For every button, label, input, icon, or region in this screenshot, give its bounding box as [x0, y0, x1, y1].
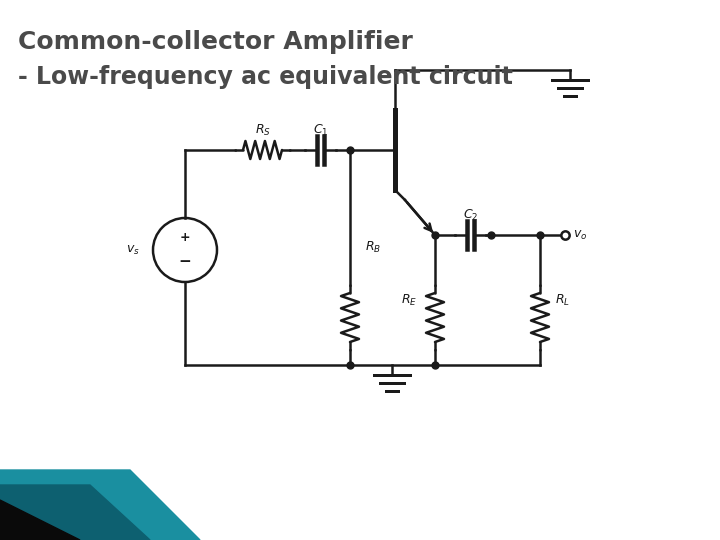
Text: $C_1$: $C_1$ — [313, 123, 329, 138]
Polygon shape — [0, 500, 80, 540]
Text: $R_S$: $R_S$ — [255, 123, 271, 138]
Text: +: + — [180, 231, 190, 244]
Text: $R_E$: $R_E$ — [401, 293, 417, 308]
Text: $R_L$: $R_L$ — [555, 293, 570, 308]
Polygon shape — [0, 485, 150, 540]
Text: −: − — [179, 254, 192, 269]
Text: $v_o$: $v_o$ — [573, 228, 588, 241]
Text: $v_s$: $v_s$ — [126, 244, 140, 256]
Text: $R_B$: $R_B$ — [365, 240, 381, 255]
Text: $C_2$: $C_2$ — [464, 208, 479, 223]
Text: - Low-frequency ac equivalent circuit: - Low-frequency ac equivalent circuit — [18, 65, 513, 89]
Text: Common-collector Amplifier: Common-collector Amplifier — [18, 30, 413, 54]
Polygon shape — [0, 470, 200, 540]
